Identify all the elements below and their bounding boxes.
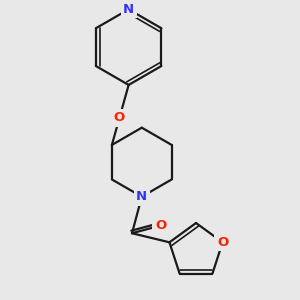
Text: O: O bbox=[217, 236, 228, 249]
Text: O: O bbox=[114, 111, 125, 124]
Text: N: N bbox=[136, 190, 147, 203]
Text: O: O bbox=[155, 219, 166, 232]
Text: N: N bbox=[123, 3, 134, 16]
